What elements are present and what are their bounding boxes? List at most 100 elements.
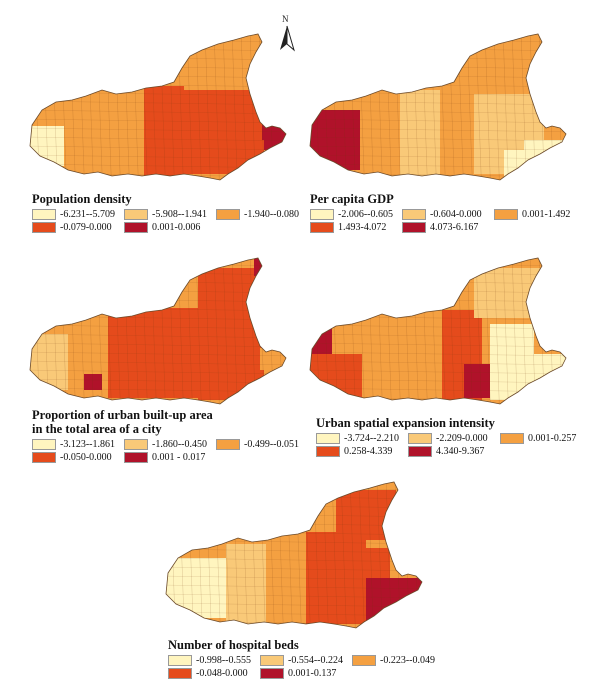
legend-swatch: [402, 209, 426, 220]
legend-title-line: in the total area of a city: [32, 422, 162, 436]
legend-swatch: [124, 439, 148, 450]
north-label: N: [282, 14, 289, 24]
legend-item: 0.258-4.339: [316, 446, 408, 457]
legend-label: -0.604-0.000: [430, 209, 482, 220]
map-region: [226, 544, 266, 624]
map-panel-population-density: Population density -6.231--5.709 -5.908--…: [24, 30, 299, 240]
map-region: [260, 348, 286, 370]
choropleth-map: [29, 257, 287, 405]
legend-swatch: [32, 452, 56, 463]
legend-swatch: [260, 668, 284, 679]
legend-label: -0.048-0.000: [196, 668, 248, 679]
legend-title-line: Number of hospital beds: [168, 638, 299, 652]
legend-swatch: [260, 655, 284, 666]
legend-title-line: Per capita GDP: [310, 192, 394, 206]
choropleth-map: [309, 257, 567, 405]
legend-swatch: [494, 209, 518, 220]
map-region: [144, 86, 184, 176]
map-region: [360, 548, 390, 578]
map-outline: [29, 257, 287, 405]
legend-items: -2.006--0.605 -0.604-0.000 0.001-1.492 1.49…: [310, 209, 586, 233]
legend-items: -3.724--2.210 -2.209-0.000 0.001-0.257 0.25…: [316, 433, 592, 457]
legend-item: 0.001-0.137: [260, 668, 352, 679]
map-region: [198, 268, 262, 318]
legend-title-line: Population density: [32, 192, 132, 206]
legend-item: -1.940--0.080: [216, 209, 308, 220]
legend-label: -0.554--0.224: [288, 655, 343, 666]
legend-label: 0.001-0.137: [288, 668, 337, 679]
legend-item: -3.724--2.210: [316, 433, 408, 444]
map-region: [166, 614, 184, 626]
legend-label: 0.001-1.492: [522, 209, 571, 220]
legend-swatch: [124, 222, 148, 233]
legend-swatch: [408, 433, 432, 444]
map-region: [108, 312, 148, 398]
legend-swatch: [216, 209, 240, 220]
legend: Per capita GDP -2.006--0.605 -0.604-0.000…: [310, 192, 586, 233]
legend-label: -2.006--0.605: [338, 209, 393, 220]
map-regions: [310, 258, 566, 404]
legend-label: -3.724--2.210: [344, 433, 399, 444]
map-region: [306, 532, 366, 624]
legend-label: 4.340-9.367: [436, 446, 485, 457]
map-panel-urban-builtup-proportion: Proportion of urban built-up area in the …: [24, 254, 299, 464]
legend-item: -0.554--0.224: [260, 655, 352, 666]
map-region: [362, 320, 402, 400]
map-region: [30, 334, 68, 390]
map-regions: [30, 258, 286, 404]
legend-title-line: Proportion of urban built-up area: [32, 408, 213, 422]
map-region: [360, 100, 400, 172]
legend-item: -0.499--0.051: [216, 439, 308, 450]
north-arrow: N: [276, 14, 298, 56]
legend-swatch: [168, 668, 192, 679]
legend-items: -0.998--0.555 -0.554--0.224 -0.223--0.049 -…: [168, 655, 444, 679]
legend-swatch: [316, 446, 340, 457]
legend-label: -3.123--1.861: [60, 439, 115, 450]
legend-item: -2.209-0.000: [408, 433, 500, 444]
legend-label: -0.998--0.555: [196, 655, 251, 666]
legend-item: -6.231--5.709: [32, 209, 124, 220]
choropleth-map: [165, 481, 423, 629]
legend-item: 0.001-0.006: [124, 222, 216, 233]
legend-swatch: [168, 655, 192, 666]
legend-label: 0.258-4.339: [344, 446, 393, 457]
legend-swatch: [402, 222, 426, 233]
map-region: [464, 364, 490, 398]
legend-title: Population density: [32, 192, 308, 206]
map-region: [234, 140, 264, 170]
choropleth-map: [309, 33, 567, 181]
map-outline: [309, 257, 567, 405]
legend-label: -5.908--1.941: [152, 209, 207, 220]
legend-label: -2.209-0.000: [436, 433, 488, 444]
legend-label: -0.223--0.049: [380, 655, 435, 666]
legend-swatch: [124, 209, 148, 220]
legend-title: Number of hospital beds: [168, 638, 444, 652]
map-region: [84, 374, 102, 390]
legend-swatch: [32, 222, 56, 233]
legend-items: -6.231--5.709 -5.908--1.941 -1.940--0.080 -…: [32, 209, 308, 233]
map-region: [148, 308, 198, 398]
legend-item: 4.073-6.167: [402, 222, 494, 233]
legend-title: Proportion of urban built-up area in the …: [32, 408, 308, 436]
legend-swatch: [316, 433, 340, 444]
legend-swatch: [310, 222, 334, 233]
map-region: [64, 100, 104, 170]
legend: Proportion of urban built-up area in the …: [32, 408, 308, 463]
legend-item: 0.001 - 0.017: [124, 452, 216, 463]
map-region: [366, 578, 422, 624]
legend-item: 1.493-4.072: [310, 222, 402, 233]
legend-item: 0.001-0.257: [500, 433, 592, 444]
legend: Population density -6.231--5.709 -5.908--…: [32, 192, 308, 233]
map-region: [490, 324, 534, 400]
map-region: [440, 86, 480, 176]
map-panel-per-capita-gdp: Per capita GDP -2.006--0.605 -0.604-0.000…: [304, 30, 574, 240]
legend-swatch: [310, 209, 334, 220]
map-region: [402, 312, 442, 400]
legend-item: -0.604-0.000: [402, 209, 494, 220]
map-regions: [30, 34, 286, 180]
map-region: [474, 268, 544, 318]
legend-swatch: [124, 452, 148, 463]
legend: Number of hospital beds -0.998--0.555 -0.…: [168, 638, 444, 679]
legend-label: 4.073-6.167: [430, 222, 479, 233]
map-outline: [165, 481, 423, 629]
